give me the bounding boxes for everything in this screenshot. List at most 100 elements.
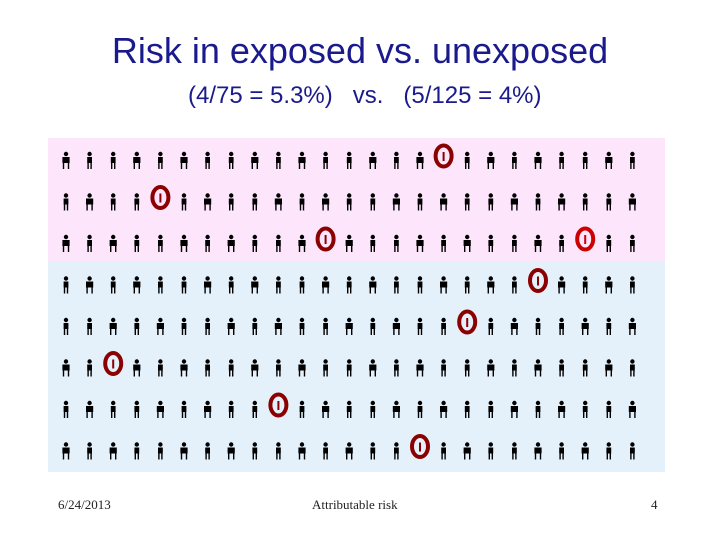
- unexposed-person-1-24: [628, 317, 636, 335]
- exposed-person-2-8: [252, 234, 258, 252]
- unexposed-person-0-15: [417, 276, 423, 294]
- unexposed-person-4-16: [441, 442, 446, 460]
- unexposed-person-3-16: [440, 400, 448, 418]
- unexposed-person-0-21: [558, 276, 566, 294]
- unexposed-person-3-24: [628, 400, 636, 418]
- exposed-person-1-23: [606, 193, 612, 211]
- footer-title: Attributable risk: [312, 497, 398, 512]
- exposed-person-0-1: [87, 151, 92, 169]
- unexposed-person-4-13: [370, 442, 376, 460]
- exposed-person-2-23: [606, 234, 612, 252]
- exposed-person-1-19: [510, 193, 518, 211]
- unexposed-person-4-0: [62, 442, 70, 460]
- unexposed-person-2-11: [323, 359, 328, 377]
- unexposed-person-2-18: [487, 359, 495, 377]
- exposed-person-0-11: [323, 151, 328, 169]
- unexposed-person-1-18: [488, 317, 494, 335]
- unexposed-person-3-20: [535, 400, 541, 418]
- unexposed-person-1-10: [299, 317, 305, 335]
- exposed-person-1-15: [417, 193, 423, 211]
- unexposed-person-4-21: [559, 442, 564, 460]
- unexposed-person-4-7: [227, 442, 235, 460]
- exposed-person-0-8: [251, 151, 259, 169]
- unexposed-person-2-14: [394, 359, 399, 377]
- unexposed-person-4-10: [298, 442, 306, 460]
- unexposed-case-0-20: [528, 268, 548, 293]
- unexposed-person-3-6: [204, 400, 212, 418]
- unexposed-person-0-24: [630, 276, 635, 294]
- exposed-person-2-0: [62, 234, 70, 252]
- slide-title: Risk in exposed vs. unexposed: [111, 30, 609, 71]
- exposed-person-0-15: [416, 151, 424, 169]
- unexposed-person-0-14: [394, 276, 399, 294]
- exposed-person-1-12: [346, 193, 352, 211]
- unexposed-person-0-13: [369, 276, 377, 294]
- exposed-person-0-21: [559, 151, 564, 169]
- exposed-case-2-11: [315, 226, 336, 252]
- unexposed-person-1-7: [227, 317, 235, 335]
- unexposed-person-0-2: [110, 276, 116, 294]
- unexposed-case-4-15: [410, 434, 430, 459]
- unexposed-person-3-3: [134, 400, 140, 418]
- unexposed-person-0-10: [299, 276, 305, 294]
- unexposed-person-1-11: [323, 317, 328, 335]
- exposed-person-0-2: [110, 151, 116, 169]
- exposed-person-1-10: [299, 193, 305, 211]
- unexposed-person-0-11: [322, 276, 330, 294]
- exposed-person-2-4: [158, 234, 163, 252]
- unexposed-person-2-9: [276, 359, 281, 377]
- exposed-person-1-2: [110, 193, 116, 211]
- unexposed-person-3-21: [558, 400, 566, 418]
- page-number: 4: [651, 497, 658, 512]
- unexposed-person-1-20: [535, 317, 541, 335]
- unexposed-person-1-19: [510, 317, 518, 335]
- exposed-person-2-12: [345, 234, 353, 252]
- unexposed-person-3-4: [156, 400, 164, 418]
- exposed-person-0-17: [464, 151, 470, 169]
- unexposed-person-3-18: [488, 400, 494, 418]
- unexposed-person-2-23: [605, 359, 613, 377]
- unexposed-person-3-10: [299, 400, 305, 418]
- unexposed-person-2-7: [228, 359, 234, 377]
- unexposed-person-1-2: [109, 317, 117, 335]
- unexposed-person-0-16: [440, 276, 448, 294]
- unexposed-person-1-8: [252, 317, 258, 335]
- exposed-person-2-3: [134, 234, 140, 252]
- exposed-person-1-3: [134, 193, 140, 211]
- unexposed-person-1-23: [606, 317, 612, 335]
- unexposed-person-4-20: [534, 442, 542, 460]
- exposed-person-1-24: [628, 193, 636, 211]
- unexposed-person-4-12: [345, 442, 353, 460]
- unexposed-person-2-12: [346, 359, 352, 377]
- exposed-person-2-16: [441, 234, 446, 252]
- exposed-person-0-13: [369, 151, 377, 169]
- unexposed-person-3-2: [110, 400, 116, 418]
- unexposed-person-0-23: [605, 276, 613, 294]
- unexposed-person-4-19: [512, 442, 517, 460]
- unexposed-person-0-19: [512, 276, 517, 294]
- unexposed-person-1-0: [63, 317, 69, 335]
- unexposed-person-2-15: [416, 359, 424, 377]
- unexposed-person-0-0: [63, 276, 69, 294]
- exposed-person-0-3: [133, 151, 141, 169]
- unexposed-person-4-1: [87, 442, 92, 460]
- exposed-case-1-4: [150, 185, 171, 210]
- exposed-person-2-14: [394, 234, 399, 252]
- unexposed-person-2-3: [133, 359, 141, 377]
- unexposed-person-2-20: [534, 359, 542, 377]
- exposed-person-0-12: [346, 151, 352, 169]
- exposed-person-1-1: [86, 193, 94, 211]
- exposed-person-1-6: [204, 193, 212, 211]
- unexposed-person-1-5: [181, 317, 187, 335]
- exposed-person-1-14: [392, 193, 400, 211]
- exposed-person-0-23: [605, 151, 613, 169]
- unexposed-person-0-22: [582, 276, 588, 294]
- exposed-person-1-0: [63, 193, 69, 211]
- unexposed-person-4-9: [276, 442, 281, 460]
- unexposed-person-3-8: [252, 400, 258, 418]
- unexposed-person-3-23: [606, 400, 612, 418]
- unexposed-person-4-8: [252, 442, 258, 460]
- unexposed-person-2-4: [158, 359, 163, 377]
- exposed-person-0-20: [534, 151, 542, 169]
- exposed-person-0-6: [205, 151, 210, 169]
